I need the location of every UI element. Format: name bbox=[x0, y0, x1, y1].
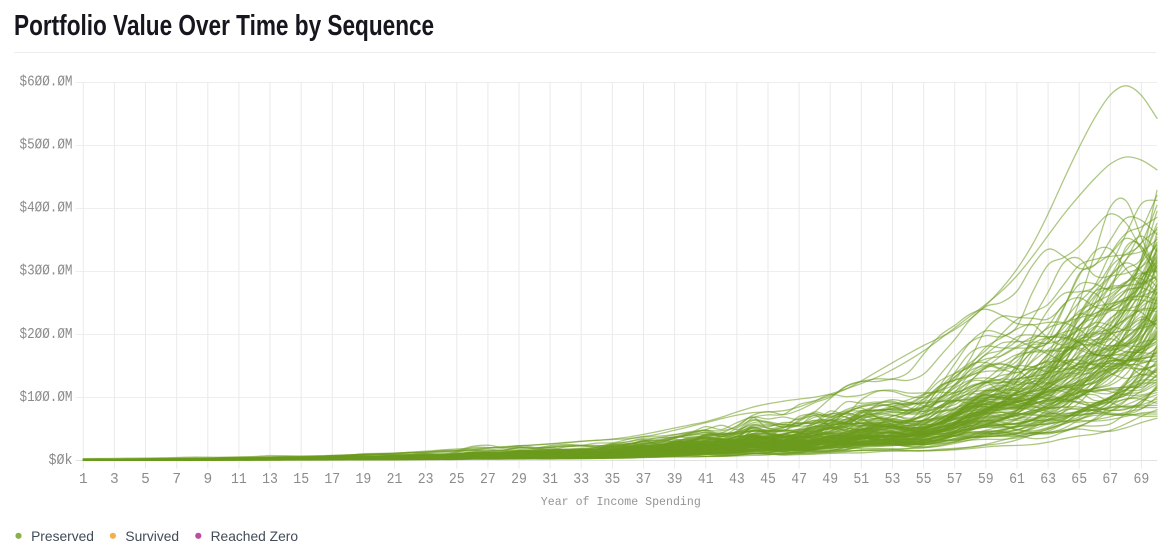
svg-text:69: 69 bbox=[1134, 472, 1150, 488]
svg-text:57: 57 bbox=[947, 472, 963, 488]
svg-text:$5ØØ.ØM: $5ØØ.ØM bbox=[20, 138, 73, 154]
svg-text:25: 25 bbox=[449, 472, 465, 488]
svg-text:67: 67 bbox=[1102, 472, 1118, 488]
svg-text:39: 39 bbox=[667, 472, 683, 488]
svg-text:17: 17 bbox=[324, 472, 340, 488]
svg-text:43: 43 bbox=[729, 472, 745, 488]
svg-text:21: 21 bbox=[387, 472, 403, 488]
svg-text:37: 37 bbox=[636, 472, 652, 488]
svg-text:33: 33 bbox=[573, 472, 589, 488]
svg-text:5: 5 bbox=[141, 472, 150, 488]
svg-text:49: 49 bbox=[822, 472, 838, 488]
svg-text:1: 1 bbox=[79, 472, 88, 488]
svg-text:65: 65 bbox=[1071, 472, 1087, 488]
svg-text:11: 11 bbox=[231, 472, 247, 488]
svg-text:Year of Income Spending: Year of Income Spending bbox=[541, 495, 701, 509]
svg-text:41: 41 bbox=[698, 472, 714, 488]
svg-text:23: 23 bbox=[418, 472, 434, 488]
svg-text:$3ØØ.ØM: $3ØØ.ØM bbox=[20, 264, 73, 280]
svg-text:$2ØØ.ØM: $2ØØ.ØM bbox=[20, 327, 73, 343]
svg-text:19: 19 bbox=[356, 472, 372, 488]
svg-text:31: 31 bbox=[542, 472, 558, 488]
svg-text:27: 27 bbox=[480, 472, 496, 488]
svg-text:13: 13 bbox=[262, 472, 278, 488]
svg-text:15: 15 bbox=[293, 472, 309, 488]
svg-text:35: 35 bbox=[605, 472, 621, 488]
svg-text:Survived: Survived bbox=[125, 529, 179, 544]
svg-text:$1ØØ.ØM: $1ØØ.ØM bbox=[20, 390, 73, 406]
svg-text:$4ØØ.ØM: $4ØØ.ØM bbox=[20, 201, 73, 217]
svg-text:Preserved: Preserved bbox=[31, 529, 94, 544]
svg-text:51: 51 bbox=[853, 472, 869, 488]
svg-text:53: 53 bbox=[885, 472, 901, 488]
svg-text:3: 3 bbox=[110, 472, 119, 488]
svg-text:59: 59 bbox=[978, 472, 994, 488]
svg-text:$Øk: $Øk bbox=[49, 453, 73, 469]
svg-text:55: 55 bbox=[916, 472, 932, 488]
svg-text:$6ØØ.ØM: $6ØØ.ØM bbox=[20, 75, 73, 91]
svg-text:45: 45 bbox=[760, 472, 776, 488]
svg-text:47: 47 bbox=[791, 472, 807, 488]
svg-text:Reached Zero: Reached Zero bbox=[211, 529, 299, 544]
svg-text:61: 61 bbox=[1009, 472, 1025, 488]
svg-text:7: 7 bbox=[172, 472, 181, 488]
svg-text:9: 9 bbox=[203, 472, 212, 488]
svg-text:63: 63 bbox=[1040, 472, 1056, 488]
svg-text:29: 29 bbox=[511, 472, 527, 488]
